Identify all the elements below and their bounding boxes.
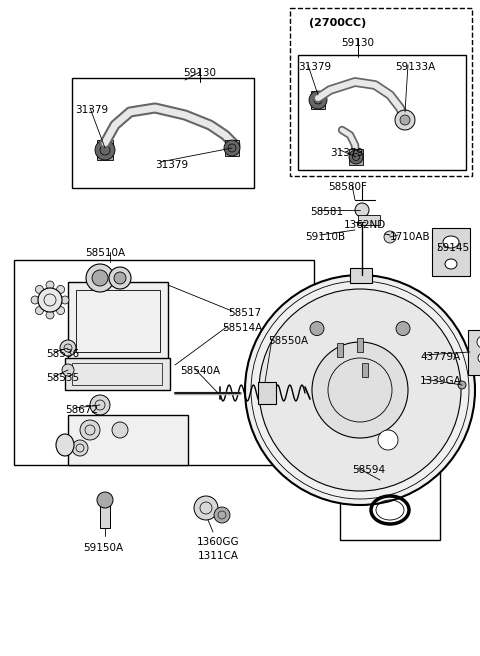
Text: 1360GG: 1360GG	[197, 537, 240, 547]
Circle shape	[400, 115, 410, 125]
Circle shape	[112, 422, 128, 438]
Text: 1339GA: 1339GA	[420, 376, 462, 386]
Circle shape	[57, 285, 65, 293]
Circle shape	[90, 395, 110, 415]
Circle shape	[57, 306, 65, 315]
Text: 58594: 58594	[352, 465, 385, 475]
Text: 58672: 58672	[65, 405, 98, 415]
Circle shape	[114, 272, 126, 284]
Circle shape	[194, 496, 218, 520]
Bar	[357, 338, 363, 352]
Bar	[225, 140, 239, 156]
Text: 59130: 59130	[341, 38, 374, 48]
Bar	[14, 260, 314, 465]
Text: 58581: 58581	[310, 207, 343, 217]
Bar	[97, 140, 113, 160]
Text: 58580F: 58580F	[329, 182, 367, 192]
Bar	[350, 268, 372, 283]
Circle shape	[224, 140, 240, 156]
Text: 59110B: 59110B	[305, 232, 345, 242]
Text: 31379: 31379	[298, 62, 331, 72]
Text: 31379: 31379	[155, 160, 188, 170]
Circle shape	[36, 285, 43, 293]
Text: 1311CA: 1311CA	[197, 551, 239, 561]
Circle shape	[378, 430, 398, 450]
Circle shape	[61, 296, 69, 304]
Bar	[68, 415, 188, 465]
Text: 59145: 59145	[436, 243, 469, 253]
Circle shape	[80, 420, 100, 440]
Text: 59133A: 59133A	[395, 62, 435, 72]
Circle shape	[31, 296, 39, 304]
Circle shape	[259, 289, 461, 491]
Circle shape	[60, 340, 76, 356]
Bar	[358, 215, 380, 225]
Bar	[432, 228, 470, 276]
Bar	[68, 282, 168, 362]
Circle shape	[86, 264, 114, 292]
Text: 58514A: 58514A	[222, 323, 262, 333]
Circle shape	[355, 203, 369, 217]
Text: 58517: 58517	[228, 308, 261, 318]
Circle shape	[309, 91, 327, 109]
Circle shape	[97, 492, 113, 508]
Circle shape	[384, 231, 396, 243]
Bar	[362, 363, 368, 377]
Text: 1362ND: 1362ND	[344, 220, 386, 230]
Circle shape	[214, 507, 230, 523]
Circle shape	[46, 281, 54, 289]
Text: (2700CC): (2700CC)	[309, 18, 366, 28]
Circle shape	[36, 306, 43, 315]
Circle shape	[478, 353, 480, 363]
Text: 43779A: 43779A	[420, 352, 460, 362]
Bar	[100, 500, 110, 528]
Text: 58550A: 58550A	[268, 336, 308, 346]
Circle shape	[310, 321, 324, 336]
Text: 31379: 31379	[75, 105, 108, 115]
Circle shape	[62, 364, 74, 376]
Text: 58535: 58535	[46, 373, 79, 383]
Circle shape	[396, 321, 410, 336]
Bar	[349, 149, 363, 165]
Circle shape	[477, 336, 480, 348]
Circle shape	[38, 288, 62, 312]
Bar	[65, 358, 170, 390]
Text: 31379: 31379	[330, 148, 363, 158]
Bar	[468, 330, 480, 375]
Bar	[76, 290, 160, 352]
Text: 1710AB: 1710AB	[390, 232, 431, 242]
Circle shape	[245, 275, 475, 505]
Ellipse shape	[56, 434, 74, 456]
Text: 59150A: 59150A	[83, 543, 123, 553]
Circle shape	[395, 110, 415, 130]
Text: 58536: 58536	[46, 349, 79, 359]
Bar	[298, 55, 466, 170]
Circle shape	[92, 270, 108, 286]
Circle shape	[312, 342, 408, 438]
Bar	[258, 382, 276, 404]
Text: 58510A: 58510A	[85, 248, 125, 258]
Circle shape	[349, 150, 363, 164]
Circle shape	[95, 140, 115, 160]
Bar	[72, 78, 254, 188]
Circle shape	[458, 381, 466, 389]
Bar	[72, 363, 162, 385]
Circle shape	[109, 267, 131, 289]
Bar	[311, 91, 325, 109]
Bar	[290, 8, 472, 176]
Bar	[340, 460, 440, 540]
Circle shape	[72, 440, 88, 456]
Circle shape	[46, 311, 54, 319]
Text: 59130: 59130	[183, 68, 216, 78]
Bar	[337, 343, 343, 357]
Ellipse shape	[445, 259, 457, 269]
Text: 58540A: 58540A	[180, 366, 220, 376]
Ellipse shape	[443, 236, 459, 248]
